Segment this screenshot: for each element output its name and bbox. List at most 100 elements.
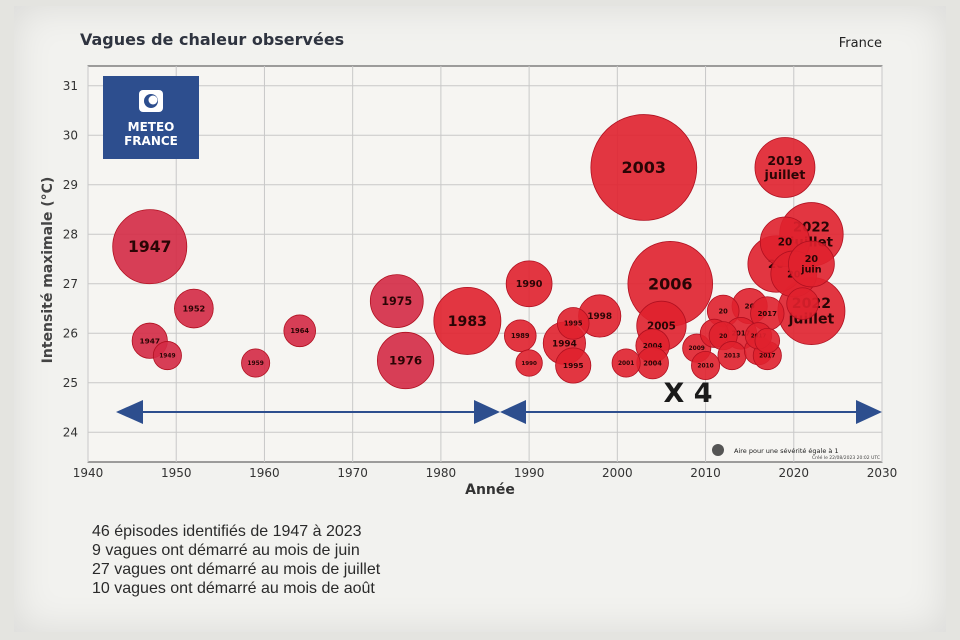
legend-text: Aire pour une sévérité égale à 1	[734, 447, 839, 455]
bubble-1975	[369, 274, 424, 328]
x-tick-label: 1950	[161, 466, 192, 480]
bubble-label: 20	[719, 334, 727, 340]
bubble-label: 1983	[448, 314, 487, 330]
meteo-france-logo: METEO FRANCE	[103, 76, 199, 159]
bubble-label: 2017	[759, 354, 775, 360]
stat-line-august: 10 vagues ont démarré au mois de août	[92, 580, 375, 597]
logo-text-france: FRANCE	[124, 134, 178, 148]
legend-bubble	[712, 444, 724, 456]
y-tick-label: 26	[63, 326, 78, 340]
bubble-label: 1995	[563, 361, 584, 370]
bubble-2019	[754, 137, 816, 198]
bubble-1949	[152, 341, 182, 371]
bubble-1947	[112, 209, 188, 285]
multiplier-annotation: X 4	[663, 378, 712, 409]
bubble-2021	[786, 287, 819, 320]
bubble-label: juillet	[764, 167, 806, 182]
stat-line-june: 9 vagues ont démarré au mois de juin	[92, 542, 360, 559]
x-tick-label: 2000	[602, 466, 633, 480]
stat-line-total: 46 épisodes identifiés de 1947 à 2023	[92, 523, 362, 540]
bubble-label: 1976	[389, 354, 422, 368]
arrow-head-mid-left	[500, 400, 526, 424]
arrow-head-mid-right	[474, 400, 500, 424]
x-tick-label: 1960	[249, 466, 280, 480]
bubble-label: juin	[800, 265, 821, 276]
bubble-1995	[556, 307, 590, 340]
arrow-head-left	[116, 400, 143, 424]
bubble-label: 2010	[697, 364, 713, 370]
bubble-1995	[555, 347, 592, 384]
x-tick-label: 1940	[73, 466, 104, 480]
bubble-2001	[611, 348, 641, 378]
bubble-label: 2019	[767, 153, 802, 168]
x-tick-label: 2020	[779, 466, 810, 480]
bubble-1983	[433, 287, 502, 355]
bubble-1990	[505, 260, 553, 308]
arrow-head-right	[856, 400, 882, 424]
grid-lines	[87, 66, 883, 462]
y-tick-label: 25	[63, 376, 78, 390]
bubble-label: 2004	[643, 342, 663, 350]
bubble-1976	[376, 331, 435, 390]
bubble-label: 20	[778, 236, 792, 248]
region-label: France	[838, 36, 882, 51]
bubble-label: 2004	[643, 359, 662, 367]
bubble-2003	[590, 114, 698, 221]
bubble-label: 1952	[182, 303, 205, 313]
x-axis-ticks: 1940 1950 1960 1970 1980 1990 2000 2010 2020 2030	[73, 466, 898, 480]
y-axis-ticks: 24 25 26 27 28 29 30 31	[63, 79, 78, 439]
bubble-1959	[241, 348, 271, 378]
bubble-label: 1990	[521, 361, 537, 367]
bubble-2022	[788, 240, 835, 288]
bubble-label: 2017	[732, 330, 751, 338]
bubble-1989	[504, 319, 537, 353]
x-tick-label: 2030	[867, 466, 898, 480]
y-tick-label: 29	[63, 178, 78, 192]
x-tick-label: 1980	[426, 466, 457, 480]
size-legend: Aire pour une sévérité égale à 1 Créé le…	[712, 444, 880, 461]
bubble-label: 20	[805, 254, 819, 265]
period-arrows	[116, 400, 882, 424]
bubble-label: 1949	[159, 354, 175, 360]
y-tick-label: 30	[63, 128, 78, 142]
bubble-label: 2013	[724, 354, 740, 360]
bubble-label: 1947	[139, 336, 160, 345]
bubble-1952	[174, 288, 214, 329]
y-tick-label: 31	[63, 79, 78, 93]
bubble-label: 1964	[290, 327, 309, 335]
y-tick-label: 27	[63, 277, 78, 291]
bubble-label: 1995	[564, 320, 583, 328]
x-tick-label: 2010	[690, 466, 721, 480]
bubble-label: 2003	[622, 158, 667, 177]
x-tick-label: 1970	[337, 466, 368, 480]
bubble-label: 2017	[758, 310, 778, 318]
bubble-label: 1990	[516, 279, 543, 290]
y-axis-label: Intensité maximale (°C)	[40, 177, 56, 364]
bubble-label: 1994	[552, 339, 577, 349]
bubble-label: 2006	[648, 274, 693, 293]
bubble-label: 1959	[247, 361, 263, 367]
bubble-label: 1947	[128, 238, 171, 256]
x-tick-label: 1990	[514, 466, 545, 480]
bubbles-layer: 20032006194719832022juillet2022juillet20…	[112, 114, 846, 390]
logo-text-meteo: METEO	[128, 120, 175, 134]
bubble-2017	[754, 327, 781, 354]
bubble-label: 2009	[689, 346, 705, 352]
y-tick-label: 28	[63, 227, 78, 241]
bubble-label: 2001	[618, 361, 634, 367]
bubble-label: 1975	[381, 295, 412, 308]
bubble-2010	[691, 350, 721, 380]
stat-line-july: 27 vagues ont démarré au mois de juillet	[92, 561, 381, 578]
chart-title: Vagues de chaleur observées	[80, 30, 345, 49]
bubble-1990	[515, 349, 543, 377]
footnote: Créé le 22/08/2023 20:02 UTC	[812, 454, 880, 461]
y-tick-label: 24	[63, 425, 78, 439]
bubble-label: 20	[745, 302, 755, 311]
bubble-label: 1989	[511, 332, 530, 340]
bubble-1964	[283, 314, 317, 348]
bubble-label: 1998	[587, 312, 612, 322]
x-axis-label: Année	[465, 482, 515, 498]
bubble-label: 20	[719, 307, 729, 315]
stats-block: 46 épisodes identifiés de 1947 à 2023 9 …	[92, 522, 380, 598]
